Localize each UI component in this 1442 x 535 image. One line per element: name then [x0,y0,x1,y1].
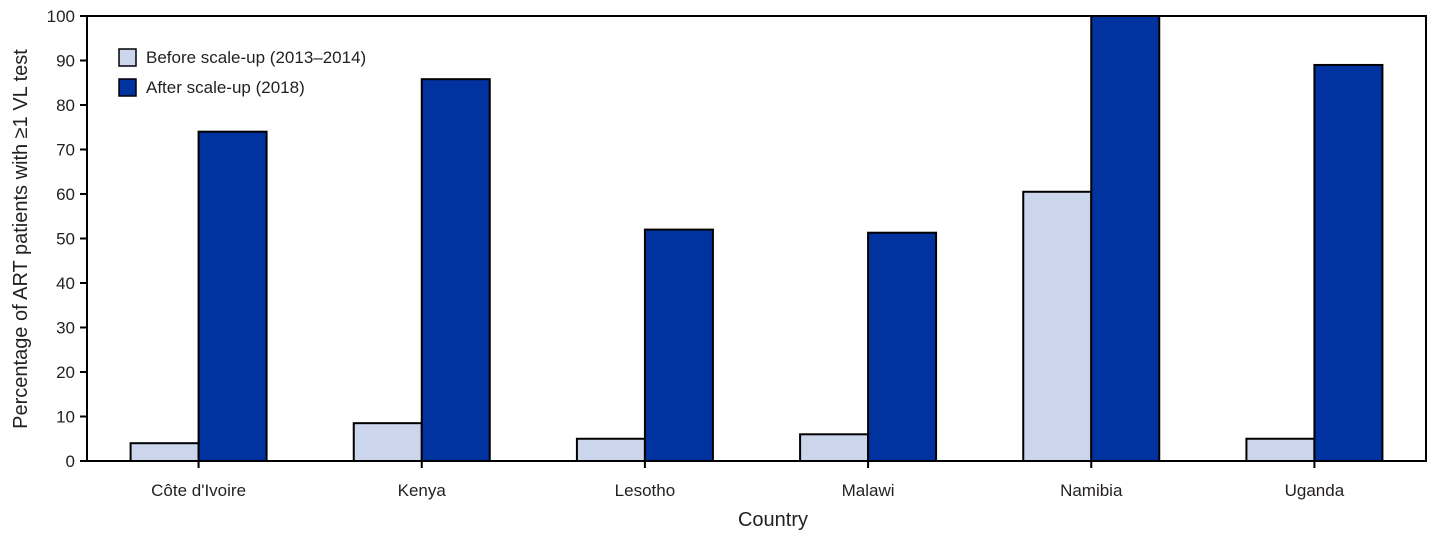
y-axis: 0 10 20 30 40 50 60 70 80 90 100 [47,7,87,471]
bars [129,15,1384,463]
y-tick-label: 100 [47,7,75,26]
x-tick-label: Côte d'Ivoire [151,481,246,500]
legend: Before scale-up (2013–2014) After scale-u… [118,48,366,97]
y-tick-label: 90 [56,52,75,71]
y-tick-label: 70 [56,141,75,160]
y-tick-label: 30 [56,319,75,338]
bar-before [575,437,646,462]
x-axis-title: Country [738,509,808,531]
legend-label: Before scale-up (2013–2014) [146,48,366,67]
bar-after [1090,15,1161,462]
x-tick-label: Kenya [398,481,447,500]
bar-after [420,78,491,462]
x-tick-label: Lesotho [615,481,676,500]
y-tick-label: 10 [56,408,75,427]
bar-before [352,422,423,462]
bar-before [799,433,870,462]
y-tick-label: 60 [56,185,75,204]
legend-swatch [118,48,137,67]
bar-after [197,130,268,462]
bar-before [129,442,200,463]
plot-frame [86,15,1427,462]
x-axis: Côte d'Ivoire Kenya Lesotho Malawi Namibia Ug… [151,461,1345,500]
bar-after [1313,63,1384,462]
bar-after [867,231,938,462]
y-tick-label: 40 [56,274,75,293]
bar-after [643,228,714,462]
x-tick-label: Namibia [1060,481,1123,500]
x-tick-label: Malawi [842,481,895,500]
y-axis-title: Percentage of ART patients with ≥1 VL te… [10,49,32,429]
y-tick-label: 50 [56,230,75,249]
y-tick-label: 20 [56,363,75,382]
y-tick-label: 80 [56,96,75,115]
bar-before [1022,190,1093,462]
y-tick-label: 0 [66,452,75,471]
legend-label: After scale-up (2018) [146,78,305,97]
bar-before [1245,437,1316,462]
x-tick-label: Uganda [1285,481,1345,500]
legend-swatch [118,78,137,97]
